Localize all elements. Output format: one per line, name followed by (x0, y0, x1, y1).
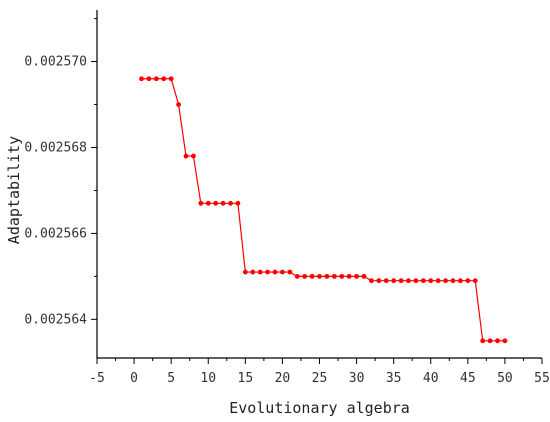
series-line (141, 78, 505, 342)
data-point (272, 269, 278, 275)
data-point (235, 200, 241, 206)
x-tick-label: 20 (275, 371, 291, 386)
y-tick-label: 0.002566 (24, 226, 87, 241)
data-point (280, 269, 285, 275)
data-point (480, 338, 486, 344)
data-point (139, 76, 144, 82)
data-point (450, 278, 456, 284)
x-tick-label: 0 (130, 371, 138, 386)
y-axis-title: Adaptability (5, 136, 23, 244)
data-point (309, 273, 315, 279)
data-point (294, 273, 300, 279)
y-tick-label: 0.002570 (24, 55, 87, 70)
data-point (168, 76, 174, 82)
data-point (354, 273, 359, 279)
data-point (465, 278, 471, 284)
data-point (346, 273, 352, 279)
data-point (406, 278, 411, 284)
data-point (428, 278, 434, 284)
x-tick-label: -5 (89, 371, 105, 386)
x-tick-label: 25 (312, 371, 328, 386)
x-axis-title: Evolutionary algebra (229, 399, 410, 417)
x-tick-label: 45 (460, 371, 476, 386)
data-point (443, 278, 448, 284)
data-point (458, 278, 463, 284)
x-tick-label: 40 (423, 371, 439, 386)
data-point (198, 200, 204, 206)
data-point (361, 273, 367, 279)
x-tick-label: 15 (238, 371, 254, 386)
data-point (435, 278, 441, 284)
data-point (391, 278, 397, 284)
data-point (153, 76, 159, 82)
data-point (317, 273, 322, 279)
data-point (213, 200, 219, 206)
data-point (413, 278, 419, 284)
data-point (242, 269, 248, 275)
data-point (369, 278, 374, 284)
data-point (383, 278, 389, 284)
data-point (331, 273, 337, 279)
y-tick-label: 0.002568 (24, 140, 87, 155)
data-point (339, 273, 345, 279)
data-point (495, 338, 500, 344)
data-point (220, 200, 226, 206)
plot-area (139, 76, 508, 344)
data-point (161, 76, 167, 82)
data-point (183, 153, 189, 159)
data-point (205, 200, 211, 206)
ticks: -5 0 5 10 15 20 25 30 35 40 45 50 55 0.002564 0.002566… (24, 18, 550, 386)
x-tick-label: 50 (497, 371, 513, 386)
x-tick-label: 10 (200, 371, 216, 386)
x-tick-label: 5 (167, 371, 175, 386)
axes (96, 10, 542, 359)
data-point (228, 200, 233, 206)
data-point (420, 278, 426, 284)
data-point (257, 269, 263, 275)
y-tick-label: 0.002564 (24, 312, 87, 327)
data-point (502, 338, 508, 344)
data-point (176, 102, 181, 107)
x-tick-label: 30 (349, 371, 365, 386)
data-point (398, 278, 404, 284)
data-point (146, 76, 152, 82)
data-point (265, 269, 270, 275)
data-point (191, 153, 196, 159)
data-point (287, 269, 293, 275)
data-point (302, 273, 308, 279)
data-point (472, 278, 478, 284)
x-tick-label: 35 (386, 371, 402, 386)
x-tick-label: 55 (534, 371, 550, 386)
data-point (487, 338, 493, 344)
data-point (376, 278, 382, 284)
data-point (250, 269, 256, 275)
data-point (324, 273, 330, 279)
